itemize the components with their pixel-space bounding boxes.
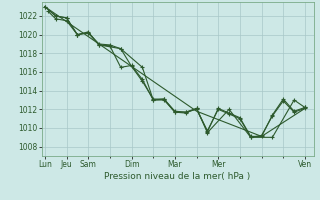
X-axis label: Pression niveau de la mer( hPa ): Pression niveau de la mer( hPa ) [104,172,251,181]
